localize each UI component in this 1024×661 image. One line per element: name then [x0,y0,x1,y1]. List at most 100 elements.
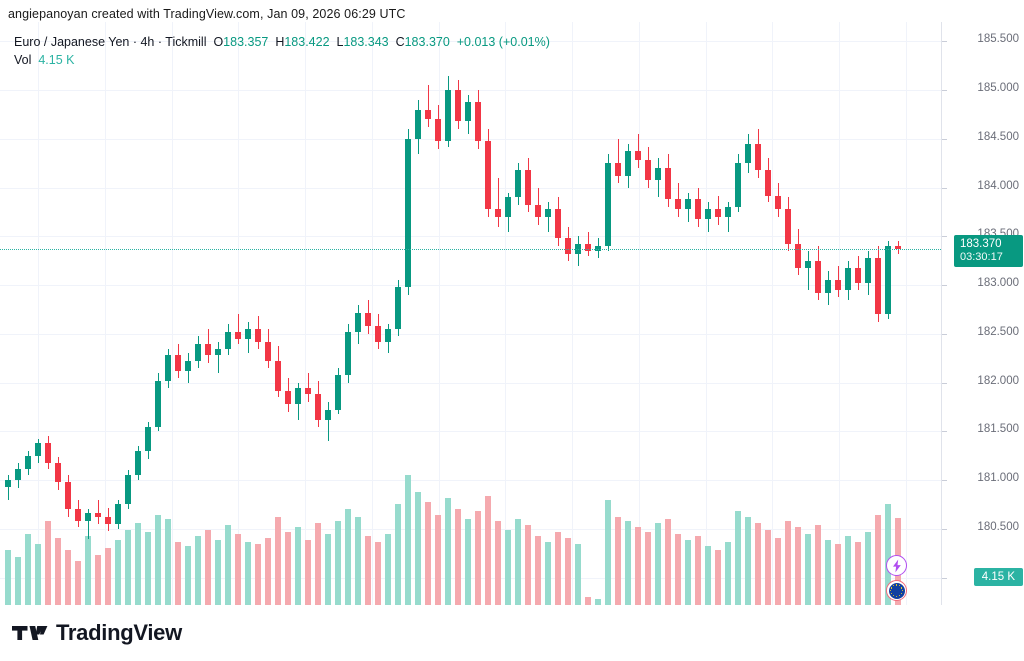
candle-body [625,150,631,177]
candle-body [105,517,111,525]
volume-bar [645,531,651,605]
volume-bar [445,498,451,605]
volume-bar [865,531,871,605]
candle-body [715,209,721,217]
volume-bar [665,519,671,605]
volume-bar [845,535,851,605]
current-price-value: 183.370 [960,238,1002,251]
candle-body [35,443,41,456]
price-axis-label: 181.000 [977,472,1019,485]
candle-wick [8,475,9,500]
price-axis-label: 183.000 [977,277,1019,290]
chart-plot-area[interactable]: Euro / Japanese Yen · 4h · Tickmill O183… [0,22,941,605]
candle-body [785,209,791,245]
price-axis-tick [942,480,947,482]
candle-wick [88,509,89,539]
volume-bar [825,540,831,605]
candle-body [135,450,141,476]
tradingview-mark-icon [12,626,48,640]
volume-bar [565,537,571,605]
candle-body [635,150,641,161]
time-gridline [572,22,573,605]
candle-body [485,140,491,210]
eu-flag-icon[interactable] [886,580,907,601]
candle-body [95,513,101,518]
candle-body [515,170,521,198]
candle-body [315,394,321,420]
candle-body [235,332,241,339]
time-gridline [906,22,907,605]
candle-body [575,244,581,254]
volume-bar [625,521,631,605]
price-axis-label: 184.500 [977,130,1019,143]
volume-bar [485,495,491,605]
time-gridline [639,22,640,605]
volume-bar [475,510,481,605]
volume-bar [315,523,321,605]
candle-body [675,199,681,210]
candle-body [705,209,711,219]
time-gridline [839,22,840,605]
volume-bar [715,550,721,605]
candle-body [725,207,731,217]
chart-legend: Euro / Japanese Yen · 4h · Tickmill O183… [14,34,550,69]
candle-body [525,170,531,206]
lightning-bolt-icon[interactable] [886,555,907,576]
volume-bar [635,527,641,605]
volume-bar [745,516,751,605]
volume-bar [885,504,891,605]
candle-body [615,163,621,177]
legend-ohlc-row: Euro / Japanese Yen · 4h · Tickmill O183… [14,34,550,51]
tradingview-logo[interactable]: TradingView [12,620,182,646]
candle-body [425,109,431,120]
candle-body [125,475,131,504]
candle-body [435,119,441,141]
price-gridline [0,431,941,433]
volume-bar [375,542,381,605]
volume-bar [655,523,661,605]
candle-wick [328,402,329,442]
candle-body [365,312,371,327]
candle-body [605,163,611,247]
candle-body [385,329,391,342]
volume-bar [765,529,771,605]
current-price-tag: 183.370 03:30:17 [954,235,1023,268]
candle-body [845,267,851,291]
candle-body [155,380,161,427]
candle-wick [98,499,99,525]
volume-bar [735,510,741,605]
candle-body [865,257,871,284]
time-gridline [706,22,707,605]
volume-bar [495,521,501,605]
candle-body [565,238,571,255]
volume-bar [595,598,601,605]
candle-body [815,260,821,294]
volume-bar [515,519,521,605]
volume-bar [155,514,161,605]
volume-bar [395,504,401,605]
candle-body [305,387,311,395]
volume-bar [185,546,191,605]
volume-bar [835,544,841,605]
candle-body [55,462,61,483]
price-axis-tick [942,382,947,384]
price-axis[interactable]: 185.500185.000184.500184.000183.500183.0… [941,22,1024,605]
candle-body [685,199,691,210]
candle-body [535,205,541,217]
volume-bar [695,535,701,605]
candle-wick [588,231,589,256]
candle-body [695,199,701,219]
eu-flag-disc [888,582,905,599]
volume-value-tag: 4.15 K [973,568,1023,586]
candle-body [115,503,121,525]
candle-body [205,343,211,356]
price-gridline [0,285,941,287]
volume-bar [105,548,111,605]
legend-volume-value: 4.15 K [38,53,75,67]
candle-wick [808,251,809,291]
candle-body [855,267,861,284]
volume-bar [335,521,341,605]
candle-body [545,209,551,217]
candle-body [405,138,411,288]
volume-bar [15,556,21,605]
